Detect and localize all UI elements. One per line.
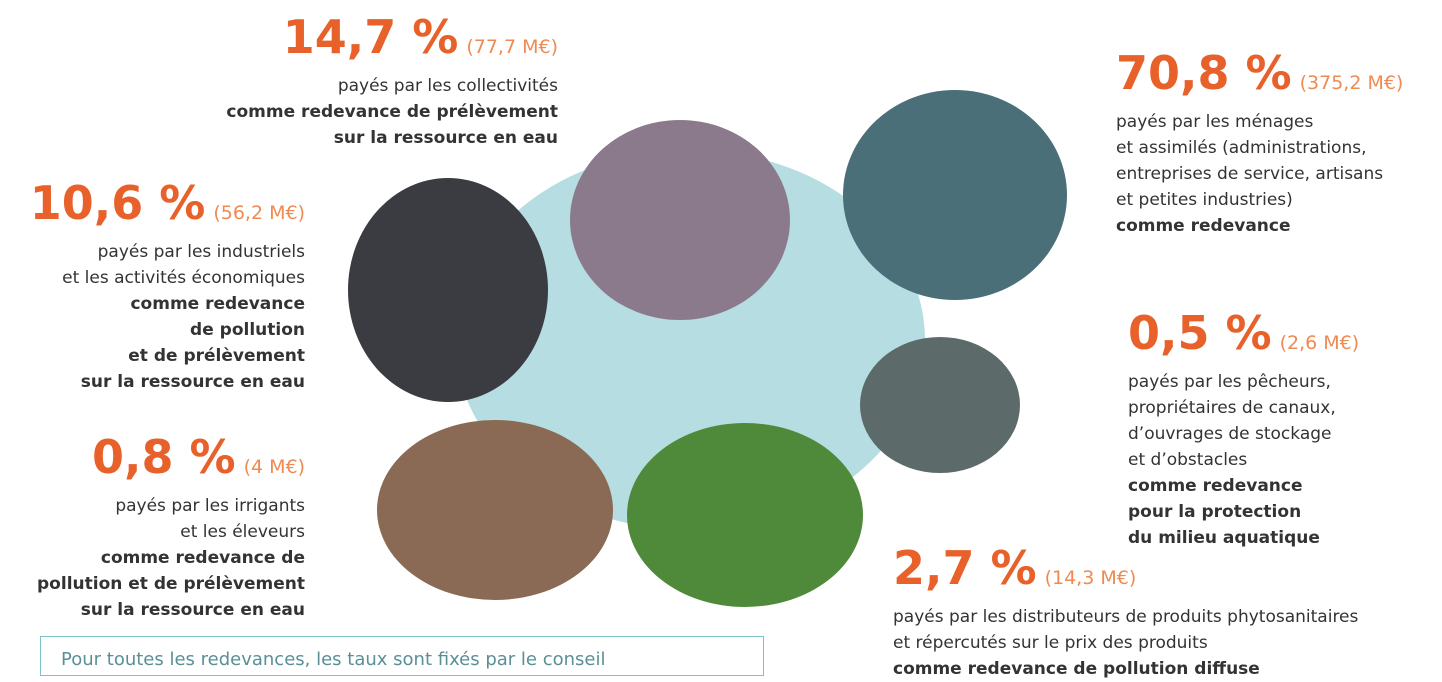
percent: 10,6 % <box>30 176 206 230</box>
bold-line: comme redevance de <box>37 545 305 571</box>
item: 14,7 % (77,7 M€) payés par les collectivit… <box>226 12 558 151</box>
percent: 0,8 % <box>92 430 236 484</box>
treatment-photo <box>843 90 1067 300</box>
percent: 0,5 % <box>1128 306 1272 360</box>
text-line: propriétaires de canaux, <box>1128 395 1359 421</box>
bold-line: pour la protection <box>1128 499 1359 525</box>
text-line: payés par les collectivités <box>226 73 558 99</box>
item-head: 2,7 % (14,3 M€) <box>893 543 1358 604</box>
bold-line: pollution et de prélèvement <box>37 571 305 597</box>
bold-line: de pollution <box>30 317 305 343</box>
text-line: payés par les industriels <box>30 239 305 265</box>
amount: (14,3 M€) <box>1045 567 1137 589</box>
item-head: 70,8 % (375,2 M€) <box>1116 48 1403 109</box>
percent: 14,7 % <box>283 10 459 64</box>
text-line: et assimilés (administrations, <box>1116 135 1403 161</box>
text-line: d’ouvrages de stockage <box>1128 421 1359 447</box>
amount: (77,7 M€) <box>466 36 558 58</box>
text-line: payés par les ménages <box>1116 109 1403 135</box>
item: 0,5 % (2,6 M€) payés par les pêcheurs,prop… <box>1128 308 1359 551</box>
note-text: Pour toutes les redevances, les taux son… <box>61 649 605 670</box>
percent: 70,8 % <box>1116 46 1292 100</box>
text-line: et les éleveurs <box>37 519 305 545</box>
text-line: payés par les pêcheurs, <box>1128 369 1359 395</box>
irrigation-photo <box>377 420 613 600</box>
amount: (56,2 M€) <box>213 202 305 224</box>
amount: (4 M€) <box>244 456 305 478</box>
dam-photo <box>860 337 1020 473</box>
text-line: et les activités économiques <box>30 265 305 291</box>
amount: (2,6 M€) <box>1280 332 1360 354</box>
bold-line: comme redevance <box>30 291 305 317</box>
text-line: payés par les distributeurs de produits … <box>893 604 1358 630</box>
item: 2,7 % (14,3 M€) payés par les distributeur… <box>893 543 1358 682</box>
item-head: 0,5 % (2,6 M€) <box>1128 308 1359 369</box>
item-head: 10,6 % (56,2 M€) <box>30 178 305 239</box>
industry-photo <box>348 178 548 402</box>
item-head: 0,8 % (4 M€) <box>37 432 305 493</box>
bold-line: sur la ressource en eau <box>37 597 305 623</box>
percent: 2,7 % <box>893 541 1037 595</box>
bold-line: et de prélèvement <box>30 343 305 369</box>
note-box: Pour toutes les redevances, les taux son… <box>40 636 764 676</box>
text-line: payés par les irrigants <box>37 493 305 519</box>
item: 10,6 % (56,2 M€) payés par les industriels… <box>30 178 305 395</box>
text-line: et répercutés sur le prix des produits <box>893 630 1358 656</box>
bold-line: sur la ressource en eau <box>226 125 558 151</box>
bold-line: comme redevance <box>1128 473 1359 499</box>
text-line: et petites industries) <box>1116 187 1403 213</box>
text-line: et d’obstacles <box>1128 447 1359 473</box>
bold-line: comme redevance de prélèvement <box>226 99 558 125</box>
sprayer-photo <box>627 423 863 607</box>
bold-line: comme redevance <box>1116 213 1403 239</box>
item-head: 14,7 % (77,7 M€) <box>226 12 558 73</box>
bold-line: sur la ressource en eau <box>30 369 305 395</box>
page: 14,7 % (77,7 M€) payés par les collectivit… <box>0 0 1442 666</box>
bold-line: comme redevance de pollution diffuse <box>893 656 1358 682</box>
tap-photo <box>570 120 790 320</box>
amount: (375,2 M€) <box>1300 72 1404 94</box>
text-line: entreprises de service, artisans <box>1116 161 1403 187</box>
